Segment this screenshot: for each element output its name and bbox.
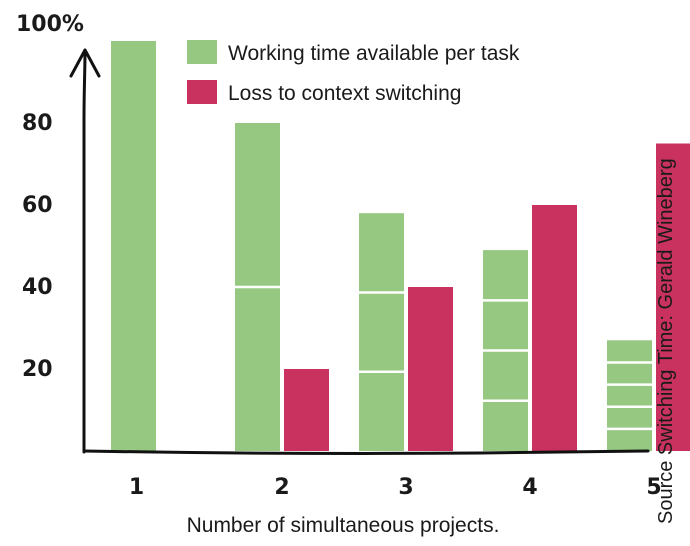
legend-label: Working time available per task [228,42,520,65]
x-tick-label: 1 [129,475,144,500]
y-axis-line [82,50,87,454]
bars-group [111,41,690,451]
legend: Working time available per task Loss to c… [187,40,520,105]
bar-context-switching-loss-4 [532,205,577,451]
legend-swatch [187,80,217,104]
y-tick-label: 40 [22,275,53,300]
legend-swatch [187,40,217,64]
x-axis-line [82,449,650,455]
y-tick-label: 20 [22,357,53,382]
source-caption: Source Switching Time: Gerald Wineberg [655,158,677,524]
x-axis-title: Number of simultaneous projects. [187,514,500,537]
axes-group [69,48,650,455]
y-tick-labels: 20 40 60 80 100% [16,12,84,382]
x-tick-label: 3 [398,475,413,500]
y-tick-label: 100% [16,12,84,37]
x-tick-labels: 1 2 3 4 5 [129,475,662,500]
legend-label: Loss to context switching [228,82,461,105]
y-axis-arrowhead [69,48,101,78]
bar-working-time-1 [111,41,156,451]
x-tick-label: 5 [646,475,661,500]
y-tick-label: 60 [22,193,53,218]
bar-context-switching-loss-2 [284,369,329,451]
bar-working-time-3 [359,213,404,451]
bar-context-switching-loss-5 [656,143,690,451]
bar-working-time-5 [607,340,652,451]
bar-context-switching-loss-3 [408,287,453,451]
y-tick-label: 80 [22,111,53,136]
x-tick-label: 4 [522,475,537,500]
x-tick-label: 2 [274,475,289,500]
